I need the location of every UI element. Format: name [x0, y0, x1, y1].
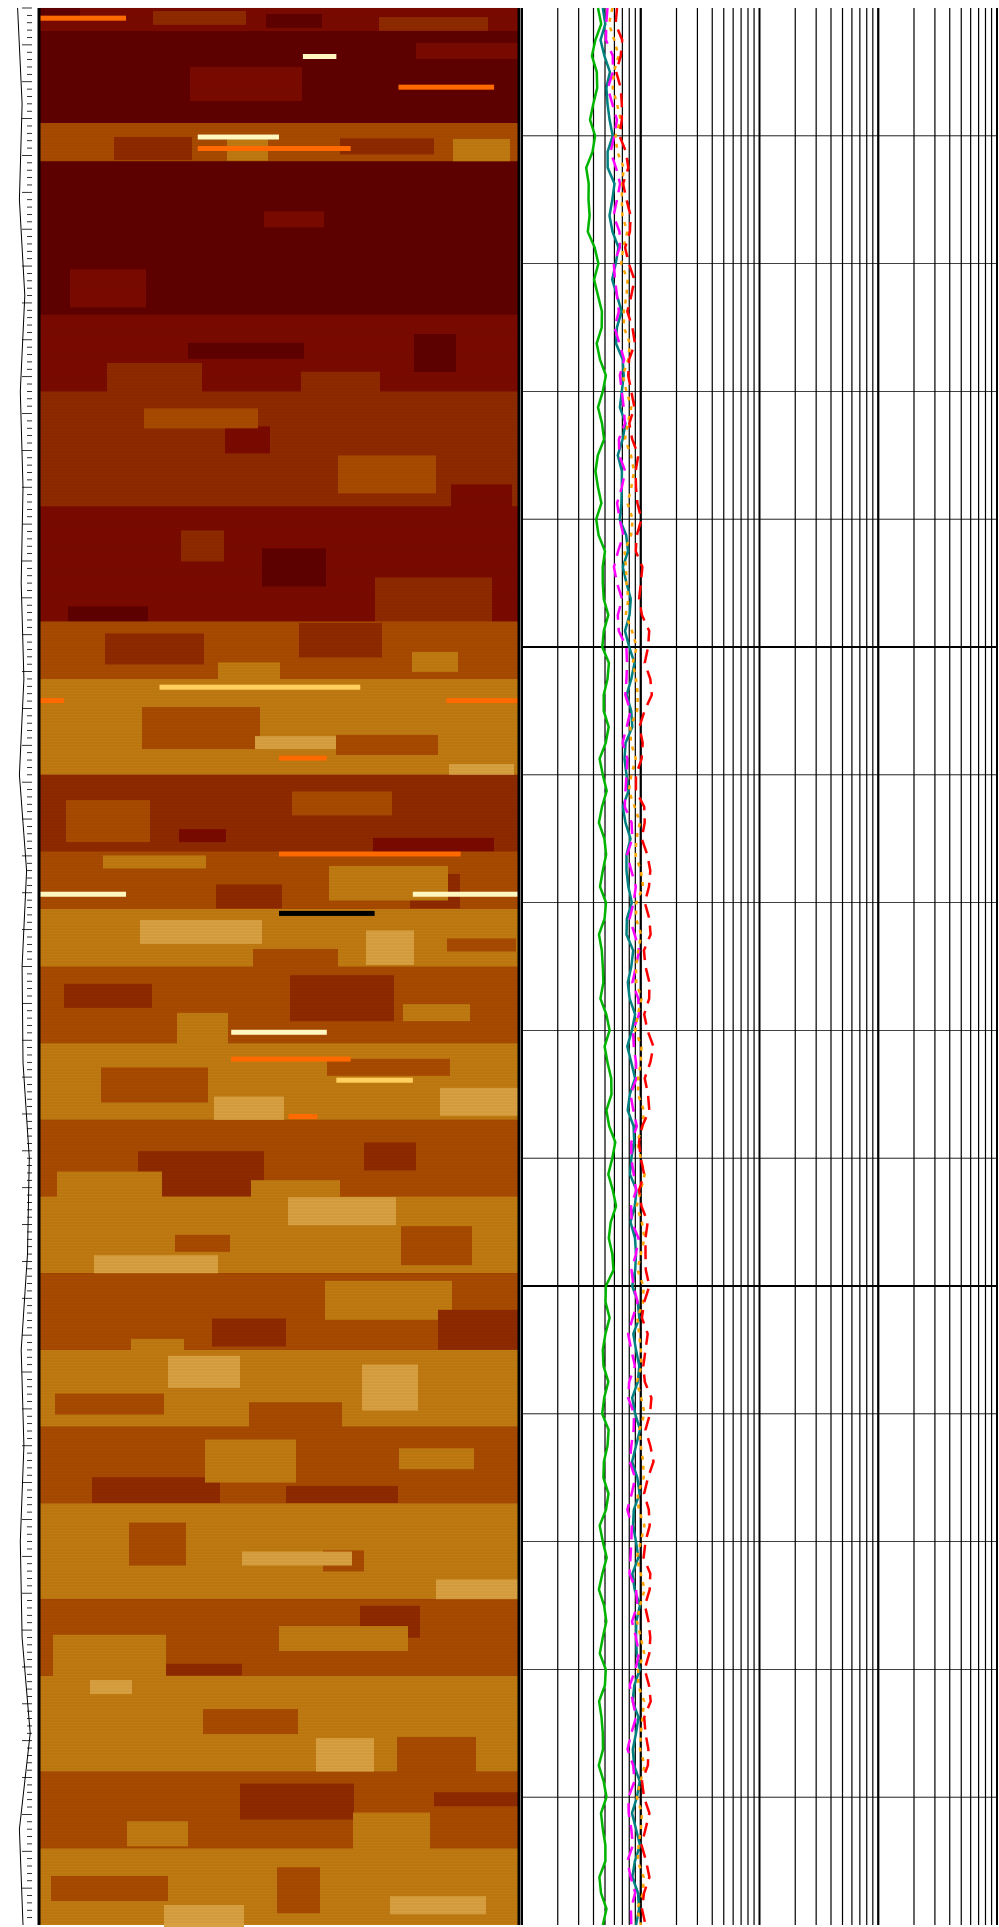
image-log-patch — [140, 919, 262, 944]
image-log-patch — [390, 1896, 486, 1915]
image-log-patch — [114, 137, 192, 161]
image-log-patch — [129, 1522, 186, 1566]
image-log-patch — [453, 139, 510, 163]
image-log-streak — [197, 146, 351, 152]
image-log-streak — [40, 698, 64, 704]
image-log-patch — [412, 651, 458, 672]
image-log-patch — [377, 240, 490, 268]
image-log-patch — [51, 1875, 168, 1901]
image-log-patch — [336, 734, 438, 755]
log-curve-1 — [599, 7, 642, 1926]
image-log-patch — [299, 622, 382, 658]
image-log-streak — [197, 134, 279, 140]
image-log-patch — [175, 1234, 230, 1252]
image-log-streak — [288, 1114, 318, 1120]
image-log-patch — [225, 426, 270, 454]
image-log-streak — [279, 851, 461, 857]
image-log-patch — [101, 1067, 208, 1103]
image-log-patch — [264, 211, 324, 228]
image-log-patch — [399, 1448, 474, 1470]
image-log-patch — [190, 67, 302, 102]
image-log-patch — [153, 10, 246, 25]
image-log-patch — [414, 334, 456, 373]
image-log-patch — [55, 1393, 164, 1415]
log-curve-0 — [584, 7, 618, 1926]
image-log-patch — [277, 1867, 320, 1914]
image-log-patch — [53, 1634, 166, 1678]
image-log-patch — [203, 1709, 298, 1735]
image-log-streak — [231, 1029, 327, 1035]
image-log-band — [40, 391, 518, 507]
image-log-streak — [302, 54, 337, 60]
image-log-band — [40, 123, 518, 162]
image-log-patch — [292, 791, 392, 816]
image-log-patch — [127, 1821, 188, 1847]
image-log-patch — [290, 975, 394, 1022]
image-log-patch — [338, 455, 436, 494]
image-log-patch — [168, 1355, 240, 1388]
image-log-patch — [181, 530, 224, 562]
image-log-patch — [340, 138, 434, 155]
image-log-streak — [398, 84, 495, 90]
image-log-streak — [40, 15, 127, 21]
image-log-patch — [434, 1792, 518, 1807]
image-log-patch — [166, 1663, 242, 1678]
image-log-streak — [40, 891, 127, 897]
image-log-patch — [251, 1180, 340, 1198]
image-log-patch — [262, 548, 326, 587]
image-log-streak — [159, 684, 361, 690]
image-log-patch — [316, 1738, 374, 1775]
image-log-streak — [336, 1077, 413, 1083]
image-log-patch — [179, 829, 226, 843]
image-log-patch — [366, 930, 414, 965]
image-log-patch — [177, 1012, 228, 1048]
image-log-patch — [438, 1309, 518, 1356]
image-log-patch — [401, 1226, 472, 1266]
image-log-patch — [103, 855, 206, 869]
image-log-patch — [216, 884, 282, 909]
image-log-patch — [327, 1058, 450, 1076]
image-log-patch — [151, 182, 248, 228]
image-log-patch — [90, 1680, 132, 1695]
image-log-patch — [212, 1318, 286, 1347]
image-log-patch — [325, 1280, 452, 1320]
image-log-patch — [66, 800, 150, 843]
image-log-patch — [279, 1626, 408, 1652]
image-log-patch — [447, 938, 516, 952]
image-log-patch — [240, 1783, 354, 1820]
image-log-patch — [375, 577, 492, 627]
image-log-patch — [362, 1364, 418, 1411]
image-log-patch — [255, 736, 336, 750]
image-log-streak — [279, 755, 327, 761]
image-log-patch — [364, 1142, 416, 1171]
image-log-patch — [142, 707, 260, 750]
image-log-patch — [164, 1904, 244, 1927]
image-log-patch — [144, 408, 258, 429]
image-log-patch — [288, 1197, 396, 1226]
image-log-patch — [242, 1551, 352, 1566]
image-log-streak — [279, 910, 375, 916]
image-log-patch — [70, 269, 146, 308]
image-log-streak — [231, 1056, 351, 1062]
image-log-patch — [68, 606, 148, 627]
image-log-streak — [412, 891, 518, 897]
image-log-patch — [379, 16, 488, 31]
image-log-patch — [205, 1439, 296, 1483]
image-log-patch — [403, 1004, 470, 1022]
image-log-patch — [188, 342, 304, 359]
log-curve-4 — [614, 7, 655, 1926]
image-log-patch — [416, 42, 518, 59]
image-log-patch — [105, 633, 204, 665]
image-log-patch — [64, 983, 152, 1008]
image-log-streak — [446, 698, 518, 704]
image-log-patch — [77, 38, 136, 62]
image-log-patch — [440, 1087, 518, 1116]
image-log-patch — [266, 13, 322, 28]
